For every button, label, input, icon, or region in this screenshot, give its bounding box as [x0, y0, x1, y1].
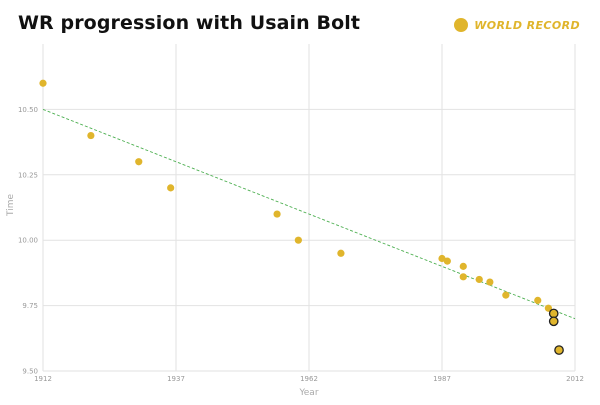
grid-lines	[42, 44, 576, 372]
record-point	[534, 296, 542, 304]
x-tick-label: 1962	[300, 375, 318, 383]
record-point	[273, 210, 281, 218]
x-axis-label: Year	[298, 388, 318, 398]
y-tick-label: 10.25	[18, 171, 38, 179]
record-point	[486, 278, 494, 286]
tick-labels: 1912 1937 1962 1987 2012 9.50 9.75 10.00 10.25 10…	[18, 106, 584, 383]
record-point	[167, 184, 175, 192]
record-point	[544, 304, 553, 312]
record-point	[294, 236, 302, 244]
y-tick-label: 10.50	[18, 106, 38, 114]
x-tick-label: 1937	[167, 375, 185, 383]
record-point	[39, 79, 47, 87]
record-point	[459, 262, 467, 270]
record-point	[87, 131, 95, 140]
y-axis-label: Time	[6, 194, 16, 217]
record-point	[475, 275, 483, 284]
bolt-record-point	[548, 308, 559, 319]
record-point	[443, 257, 451, 265]
record-point	[337, 249, 345, 257]
legend-marker-icon	[454, 18, 469, 32]
y-tick-label: 10.00	[18, 237, 38, 245]
legend-label: WORLD RECORD	[474, 18, 580, 32]
chart-title: WR progression with Usain Bolt	[18, 12, 361, 34]
record-point	[459, 273, 467, 281]
record-point	[502, 291, 510, 299]
legend: WORLD RECORD	[454, 18, 580, 32]
x-tick-label: 2012	[566, 375, 584, 383]
bolt-record-point	[554, 345, 564, 355]
bolt-record-point	[548, 316, 559, 327]
record-point	[438, 254, 446, 263]
y-tick-label: 9.50	[22, 368, 38, 376]
record-point	[135, 158, 143, 166]
x-tick-label: 1912	[34, 375, 52, 383]
x-tick-label: 1987	[433, 375, 451, 383]
y-tick-label: 9.75	[22, 302, 38, 310]
trend-line	[42, 108, 576, 320]
data-points	[39, 79, 564, 355]
